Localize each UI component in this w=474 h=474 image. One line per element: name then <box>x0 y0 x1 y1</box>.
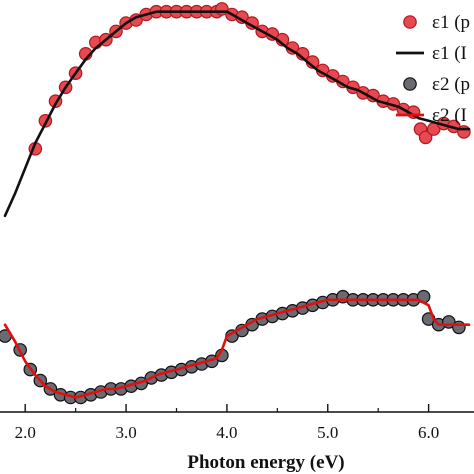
x-axis-title: Photon energy (eV) <box>187 452 344 473</box>
legend-marker <box>403 77 417 91</box>
axes: 2.0 3.0 4.0 5.0 6.0 <box>0 404 474 442</box>
data-point <box>452 320 466 335</box>
x-tick-label: 5.0 <box>317 423 338 442</box>
legend: ε1 (p ε1 (I ε2 (p ε2 (I <box>396 12 470 126</box>
x-tick-label: 2.0 <box>15 423 36 442</box>
data-point <box>457 125 471 139</box>
legend-label: ε2 (I <box>432 105 467 126</box>
x-tick-label: 3.0 <box>115 423 136 442</box>
legend-entry: ε2 (p <box>403 74 470 95</box>
series-line-2 <box>3 298 471 399</box>
x-tick-label: 6.0 <box>418 423 439 442</box>
series-line-1 <box>3 10 471 218</box>
x-tick-label: 4.0 <box>216 423 237 442</box>
legend-label: ε1 (I <box>432 43 467 64</box>
legend-label: ε1 (p <box>432 12 470 33</box>
legend-marker <box>403 15 417 29</box>
legend-entry: ε1 (p <box>403 12 470 33</box>
legend-entry: ε1 (I <box>396 43 467 64</box>
data-point <box>418 130 433 145</box>
plot-area <box>0 2 471 405</box>
series-markers-1 <box>28 2 471 156</box>
legend-entry: ε2 (I <box>396 105 467 126</box>
legend-label: ε2 (p <box>432 74 470 95</box>
